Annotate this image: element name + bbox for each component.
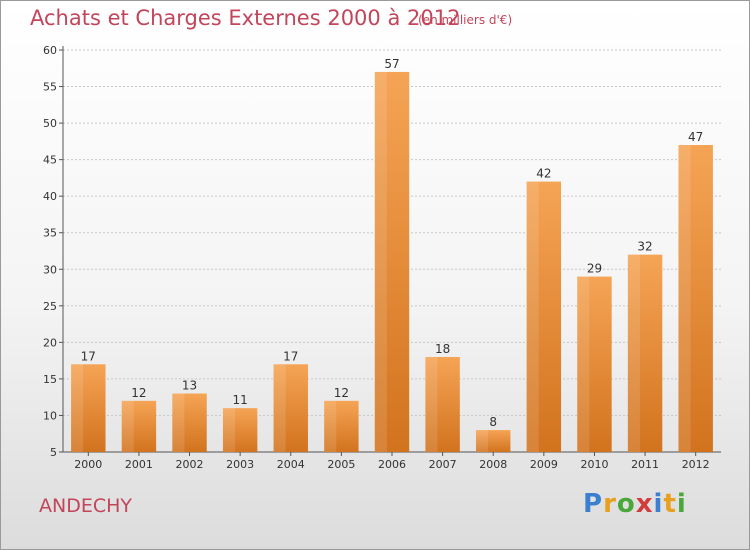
bar-highlight: [172, 393, 185, 452]
y-tick-label: 30: [43, 263, 57, 276]
bar-2006: [374, 71, 410, 452]
x-tick-label-2007: 2007: [429, 458, 457, 471]
commune-name: ANDECHY: [39, 495, 133, 517]
bar-2003: [222, 408, 258, 452]
bar-highlight: [273, 364, 286, 452]
bar-highlight: [425, 356, 438, 452]
logo-letter: P: [583, 489, 604, 519]
x-tick-label-2012: 2012: [682, 458, 710, 471]
value-label-2011: 32: [637, 240, 652, 254]
bar-2004: [273, 364, 308, 452]
bar-highlight: [476, 430, 489, 452]
x-tick-label-2006: 2006: [378, 458, 406, 471]
value-label-2007: 18: [435, 342, 450, 356]
x-tick-label-2010: 2010: [580, 458, 608, 471]
x-tick-label-2008: 2008: [479, 458, 507, 471]
chart-subtitle: (en milliers d'€): [418, 13, 513, 27]
value-label-2004: 17: [283, 349, 298, 363]
bars: [71, 71, 713, 452]
y-tick-label: 40: [43, 190, 57, 203]
y-tick-label: 10: [43, 409, 57, 422]
x-tick-label-2002: 2002: [176, 458, 204, 471]
bar-2009: [526, 181, 562, 452]
chart-title: Achats et Charges Externes 2000 à 2012: [30, 6, 461, 30]
x-tick-label-2011: 2011: [631, 458, 659, 471]
bar-2010: [577, 276, 612, 452]
y-tick-label: 15: [43, 373, 57, 386]
bar-2011: [627, 254, 663, 452]
value-label-2005: 12: [334, 386, 349, 400]
value-label-2008: 8: [489, 415, 497, 429]
value-label-2010: 29: [587, 262, 602, 276]
x-tick-label-2000: 2000: [74, 458, 102, 471]
value-label-2002: 13: [182, 379, 197, 393]
x-tick-label-2001: 2001: [125, 458, 153, 471]
logo-letter: r: [603, 489, 617, 519]
bar-2005: [324, 400, 359, 452]
x-tick-label-2009: 2009: [530, 458, 558, 471]
x-tick-labels: 2000 2001 2002 2003 2004 2005 2006 2007 2008 2009…: [74, 458, 709, 471]
bar-highlight: [577, 276, 590, 452]
y-tick-label: 55: [43, 81, 57, 94]
x-tick-label-2004: 2004: [277, 458, 305, 471]
y-tick-labels: 5 10 15 20 25 30 35 40 45 50 55 60: [43, 44, 57, 459]
bar-highlight: [526, 181, 539, 452]
y-tick-label: 60: [43, 44, 57, 57]
y-tick-label: 45: [43, 154, 57, 167]
x-tick-label-2005: 2005: [327, 458, 355, 471]
bar-highlight: [627, 254, 640, 452]
logo-letter: o: [616, 489, 636, 519]
bar-2007: [425, 356, 460, 452]
logo-letter: x: [635, 489, 654, 519]
value-label-2001: 12: [131, 386, 146, 400]
y-tick-label: 25: [43, 300, 57, 313]
logo-letter: t: [663, 489, 677, 519]
value-label-2000: 17: [81, 349, 96, 363]
y-tick-label: 20: [43, 336, 57, 349]
proxiti-logo: Proxiti: [583, 489, 687, 519]
logo-letter: i: [653, 489, 664, 519]
bar-highlight: [71, 364, 84, 452]
logo-letter: i: [676, 489, 687, 519]
bar-highlight: [121, 400, 134, 452]
bar-highlight: [324, 400, 337, 452]
bar-2008: [476, 430, 511, 452]
y-tick-label: 35: [43, 227, 57, 240]
bar-highlight: [222, 408, 235, 452]
value-label-2003: 11: [233, 393, 248, 407]
value-label-2006: 57: [384, 57, 399, 71]
y-tick-label: 5: [50, 446, 57, 459]
value-label-2012: 47: [688, 130, 703, 144]
bar-2012: [678, 145, 713, 452]
bar-highlight: [374, 71, 387, 452]
value-label-2009: 42: [536, 167, 551, 181]
bar-2002: [172, 393, 207, 452]
bar-2001: [121, 400, 157, 452]
value-labels: 17 12 13 11 17 12 57 18 8 42 29 32 47: [81, 57, 704, 429]
y-tick-label: 50: [43, 117, 57, 130]
bar-highlight: [678, 145, 691, 452]
bar-2000: [71, 364, 106, 452]
x-tick-label-2003: 2003: [226, 458, 254, 471]
